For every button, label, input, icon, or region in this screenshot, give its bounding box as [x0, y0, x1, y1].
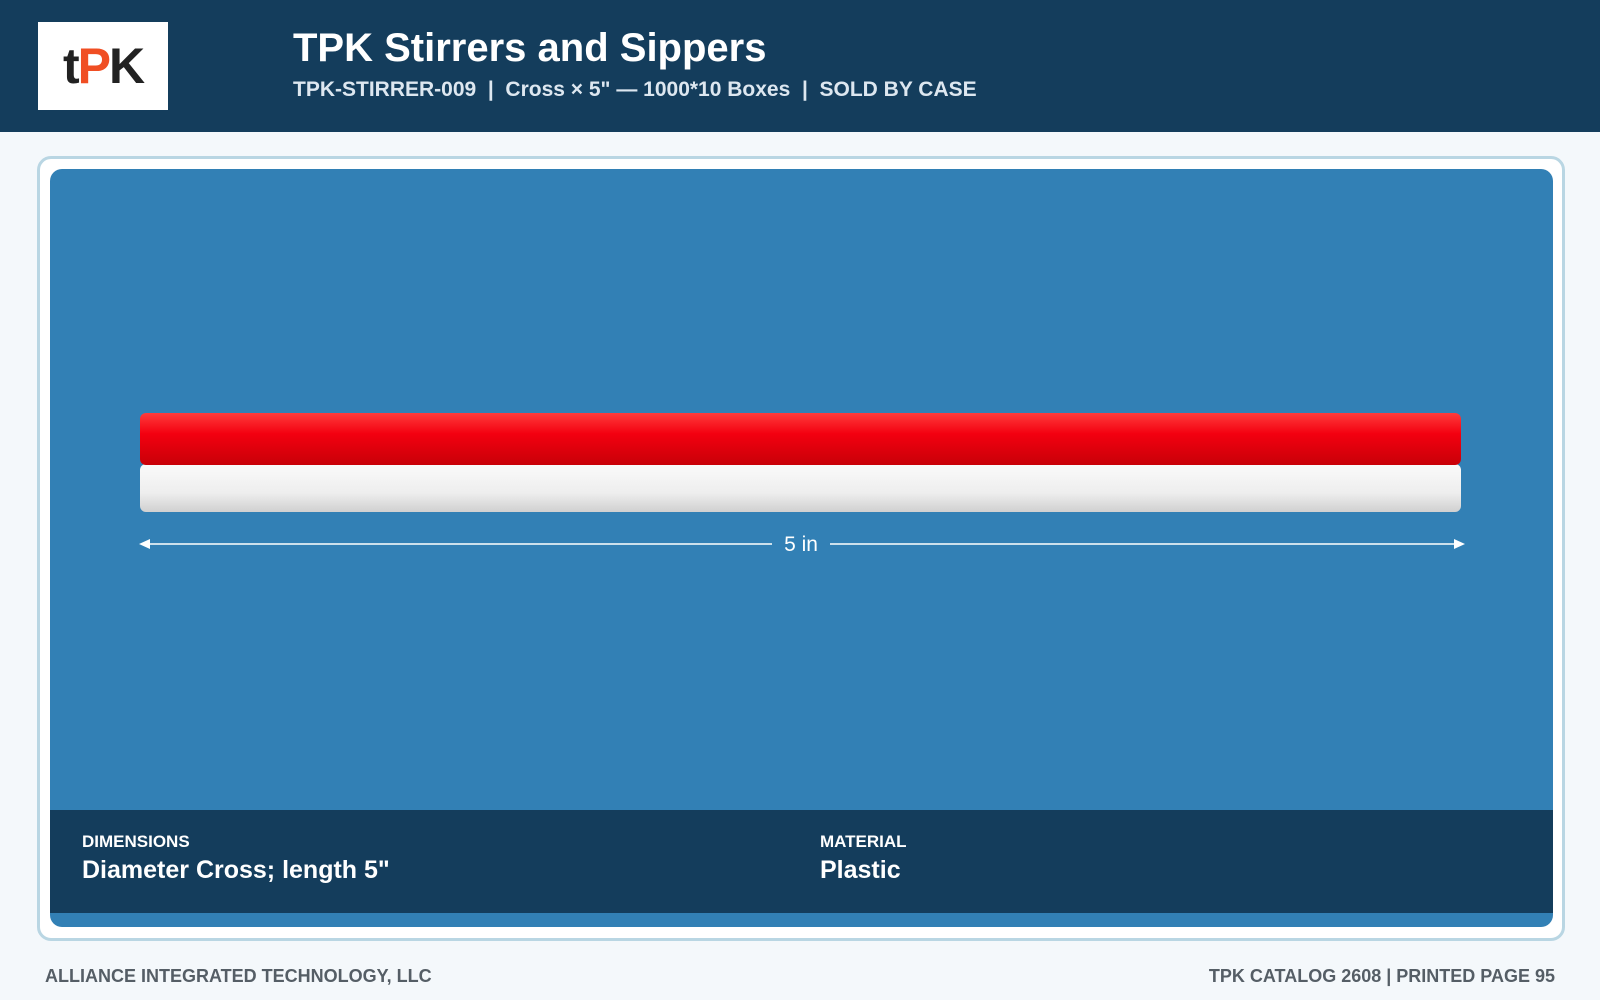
spec-value: Plastic: [820, 856, 901, 884]
subtitle: TPK-STIRRER-009 | Cross × 5" — 1000*10 B…: [293, 78, 977, 101]
product-panel: 5 in DIMENSIONS Diameter Cross; length 5…: [50, 169, 1553, 927]
logo-part: K: [108, 38, 145, 94]
dimension-label: 5 in: [784, 533, 818, 556]
product-image: 5 in: [139, 413, 1465, 556]
title: TPK Stirrers and Sippers: [293, 26, 767, 70]
logo-part: t: [62, 38, 80, 94]
spec-label: MATERIAL: [820, 832, 907, 851]
footer-right: TPK CATALOG 2608 | PRINTED PAGE 95: [1208, 966, 1555, 986]
spec-strip: DIMENSIONS Diameter Cross; length 5" MAT…: [50, 810, 1553, 913]
footer-left: ALLIANCE INTEGRATED TECHNOLOGY, LLC: [45, 966, 432, 986]
spec-label: DIMENSIONS: [82, 832, 190, 851]
white-straw: [140, 464, 1461, 512]
logo-part: P: [77, 38, 111, 94]
spec-value: Diameter Cross; length 5": [82, 856, 390, 884]
red-straw: [140, 413, 1461, 465]
